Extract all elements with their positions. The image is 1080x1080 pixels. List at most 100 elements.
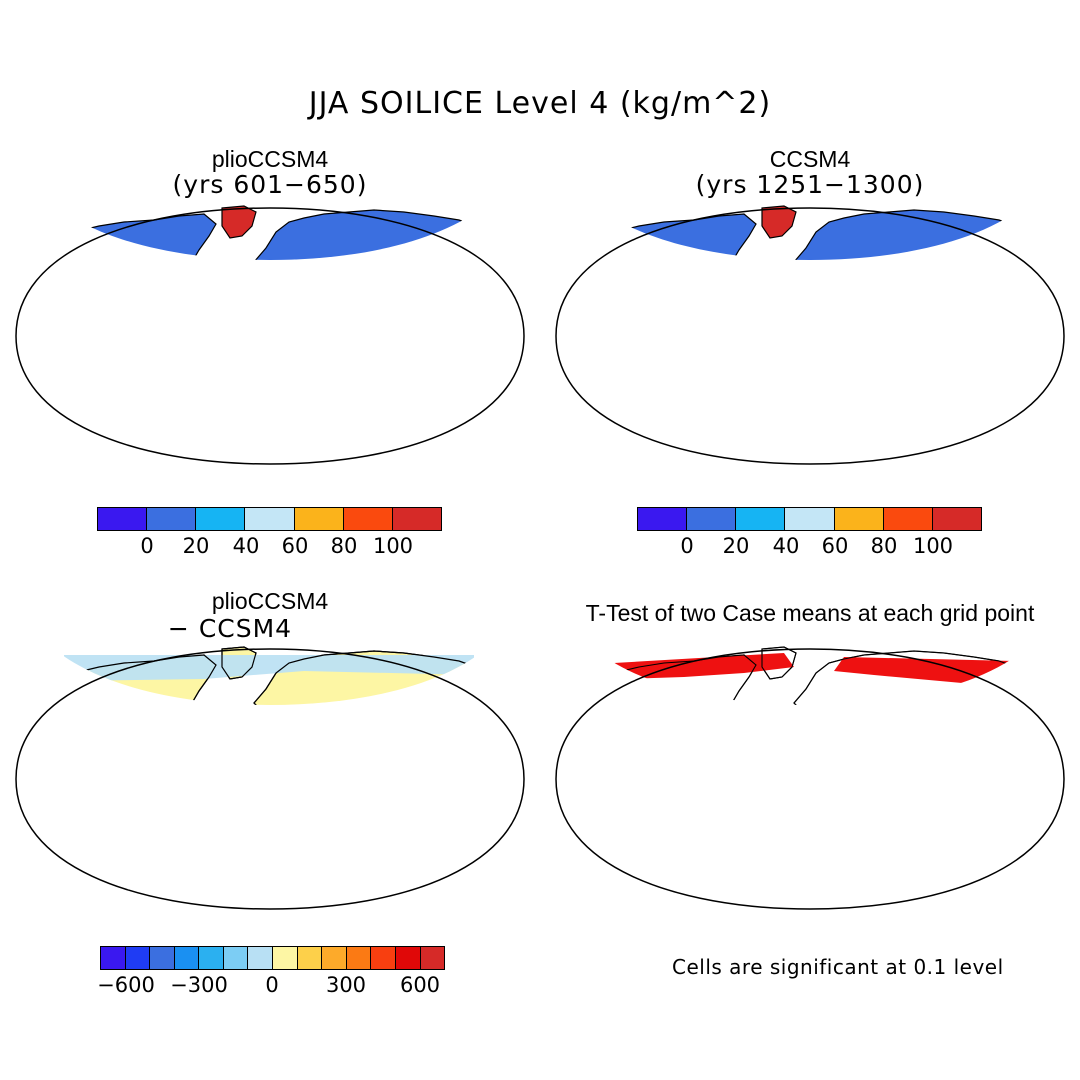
land-southAmerica <box>688 318 758 436</box>
colorbar-swatch <box>294 508 344 530</box>
colorbar-swatch <box>883 508 933 530</box>
colorbar-swatch <box>420 947 445 969</box>
coast-africa <box>260 719 350 829</box>
colorbar-tick-label: 40 <box>772 534 800 558</box>
coast-eurasia <box>793 650 1019 705</box>
panel-title-top-left: plioCCSM4 <box>211 146 329 172</box>
colorbar-tick-label: 600 <box>399 973 441 997</box>
land-antarctica <box>96 446 444 466</box>
colorbar-tick-label: 80 <box>870 534 898 558</box>
colorbar-swatch <box>638 508 688 530</box>
land-northAmerica <box>72 213 217 260</box>
colorbar-tick-label: 300 <box>325 973 367 997</box>
map-difference <box>15 646 525 910</box>
map-land-layer <box>612 646 1036 907</box>
colorbar-swatch <box>196 508 246 530</box>
land-antarctica <box>636 887 984 907</box>
map-border <box>555 648 1065 910</box>
diff-asia-patch <box>382 707 426 719</box>
coast-greenland <box>761 646 797 680</box>
map-land-layer <box>72 205 496 466</box>
colorbar-swatch <box>98 508 148 530</box>
land-eurasia <box>793 209 1019 260</box>
colorbar-swatch <box>125 947 151 969</box>
land-antarctica <box>636 446 984 466</box>
colorbar-swatch <box>834 508 884 530</box>
land-australia <box>438 791 496 843</box>
coast-australia <box>978 791 1036 843</box>
colorbar-tick-label: 20 <box>722 534 750 558</box>
significant-cells-1 <box>834 657 1018 685</box>
coast-australia <box>438 791 496 843</box>
colorbar-swatch <box>371 947 396 969</box>
map-land-layer <box>612 205 1036 466</box>
ice-cyan-patch-west <box>114 458 174 466</box>
colorbar-swatch <box>343 508 393 530</box>
figure-title: JJA SOILICE Level 4 (kg/m^2) <box>308 86 772 121</box>
colorbar-swatch <box>932 508 981 530</box>
map-land-layer <box>64 646 496 907</box>
colorbar-swatch <box>785 508 835 530</box>
land-greenland <box>221 205 257 239</box>
land-antarctica <box>96 887 444 907</box>
land-northAmerica <box>612 213 757 260</box>
colorbar-swatch <box>322 947 347 969</box>
colorbar-tick-label: 100 <box>372 534 414 558</box>
panel-subtitle-top-right: (yrs 1251−1300) <box>695 170 925 199</box>
colorbar-swatch <box>147 508 197 530</box>
panel-title-bottom-right: T-Test of two Case means at each grid po… <box>585 600 1035 626</box>
land-australia <box>978 791 1036 843</box>
colorbar-swatch <box>223 947 249 969</box>
coast-antarctica <box>96 887 444 907</box>
colorbar-swatch <box>736 508 786 530</box>
land-africa <box>260 278 350 388</box>
colorbar-swatch <box>687 508 737 530</box>
colorbar-swatch <box>199 947 224 969</box>
ice-cyan-patch <box>374 448 444 464</box>
land-australia <box>978 350 1036 402</box>
map-border <box>15 648 525 910</box>
colorbar-difference <box>100 946 445 970</box>
colorbar-swatch <box>101 947 126 969</box>
coast-southAmerica <box>148 759 218 877</box>
land-africa <box>260 719 350 829</box>
coast-eurasia <box>253 650 479 705</box>
colorbar-swatch <box>395 947 421 969</box>
colorbar-tick-label: 80 <box>330 534 358 558</box>
map-ttest <box>555 646 1065 910</box>
colorbar-tick-label: 20 <box>182 534 210 558</box>
coast-southAmerica <box>688 759 758 877</box>
colorbar-tick-label: 0 <box>680 534 694 558</box>
colorbar-ccsm4 <box>637 507 982 531</box>
land-greenland <box>761 205 797 239</box>
colorbar-swatch <box>297 947 323 969</box>
land-australia <box>438 350 496 402</box>
colorbar-swatch <box>392 508 441 530</box>
colorbar-swatch <box>245 508 295 530</box>
coast-africa <box>800 719 890 829</box>
diff-andes-patch <box>172 851 180 875</box>
colorbar-tick-label: 60 <box>821 534 849 558</box>
colorbar-swatch <box>174 947 200 969</box>
colorbar-plioccsm4 <box>97 507 442 531</box>
colorbar-swatch <box>150 947 175 969</box>
panel-subtitle-top-left: (yrs 601−650) <box>172 170 368 199</box>
land-southAmerica <box>148 318 218 436</box>
panel-title-top-right: CCSM4 <box>769 146 851 172</box>
colorbar-tick-label: −600 <box>97 973 155 997</box>
land-eurasia <box>253 209 479 260</box>
colorbar-tick-label: 100 <box>912 534 954 558</box>
colorbar-tick-label: −300 <box>170 973 228 997</box>
colorbar-tick-label: 0 <box>140 534 154 558</box>
coast-greenland <box>221 646 257 680</box>
panel-subtitle-bottom-left: − CCSM4 <box>167 614 293 643</box>
land-southAmerica <box>148 759 218 877</box>
colorbar-tick-label: 40 <box>232 534 260 558</box>
panel-title-bottom-left: plioCCSM4 <box>211 588 329 614</box>
significant-cells-2 <box>708 843 722 877</box>
colorbar-tick-label: 0 <box>265 973 279 997</box>
colorbar-tick-label: 60 <box>281 534 309 558</box>
map-border <box>15 207 525 465</box>
map-ccsm4 <box>555 205 1065 466</box>
land-southAmerica <box>688 759 758 877</box>
